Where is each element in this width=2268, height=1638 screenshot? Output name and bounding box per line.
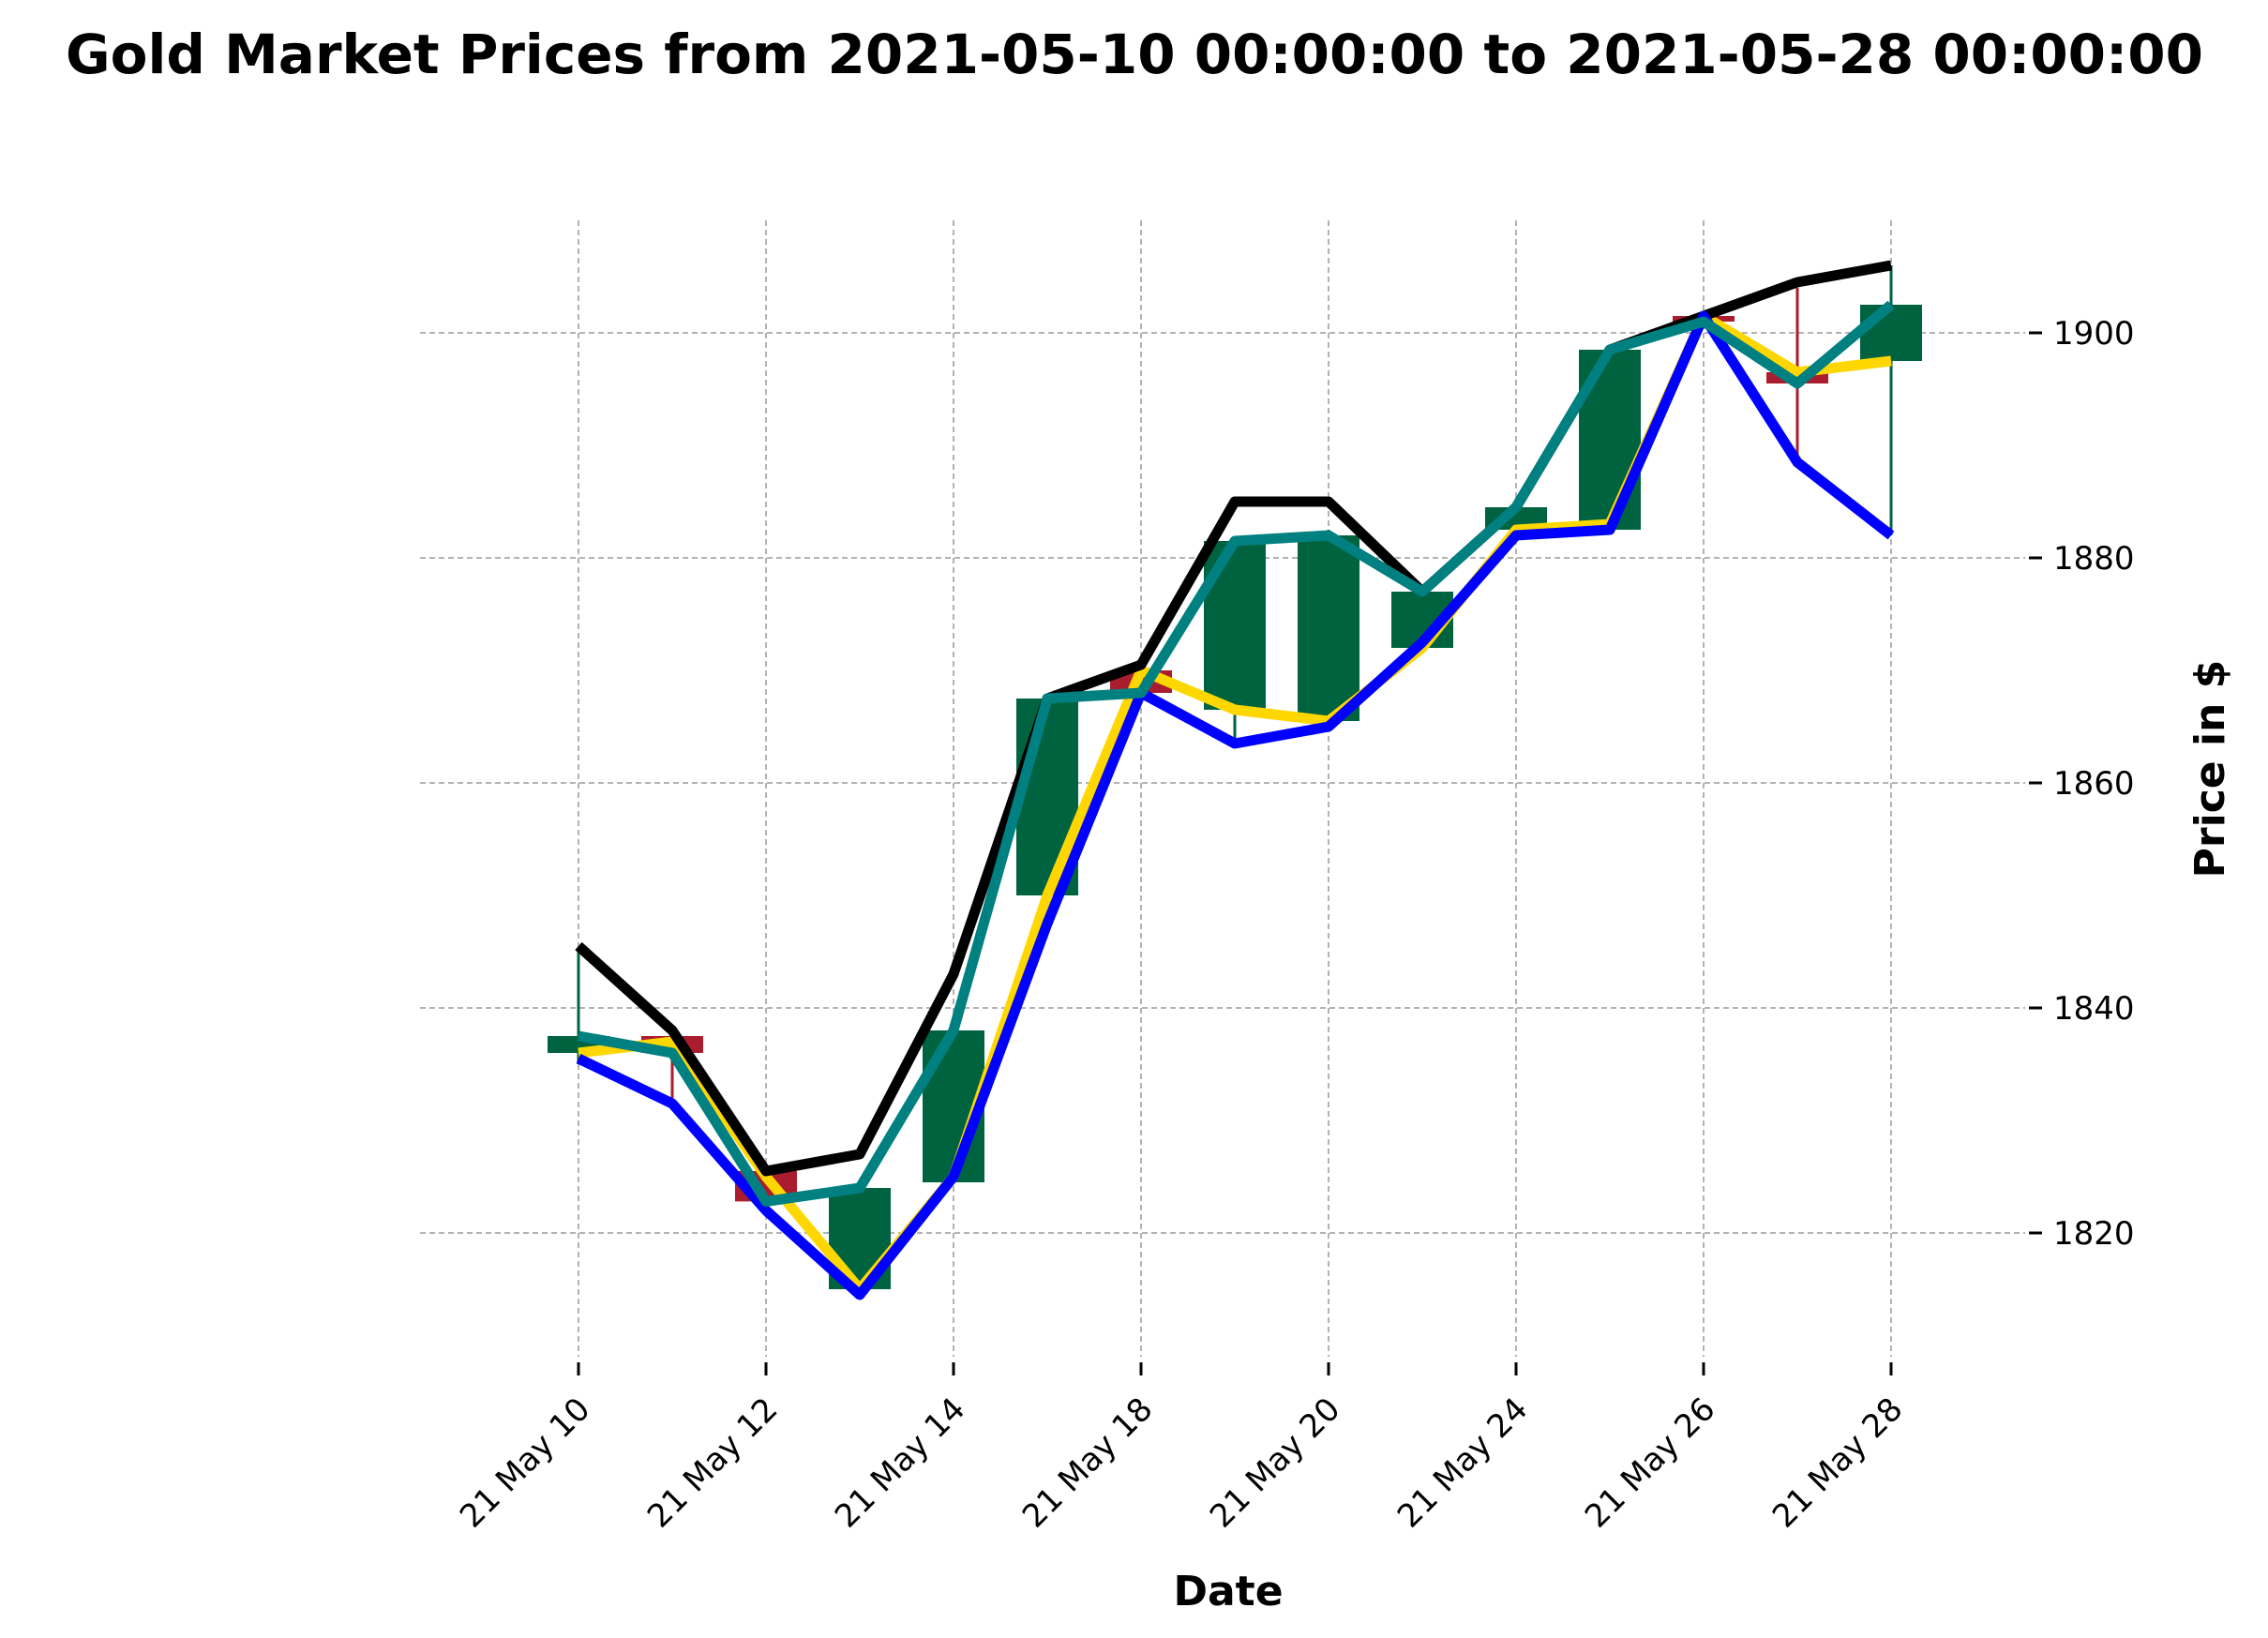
x-tick-label: 21 May 14 xyxy=(828,1390,972,1535)
y-tick-label: 1900 xyxy=(2053,315,2135,353)
x-tick-label: 21 May 18 xyxy=(1015,1390,1160,1535)
candle-body xyxy=(1298,535,1359,721)
candle-body xyxy=(1860,305,1922,361)
x-tick-label: 21 May 20 xyxy=(1203,1390,1347,1535)
x-tick-label: 21 May 28 xyxy=(1765,1390,1910,1535)
x-tick-label: 21 May 12 xyxy=(640,1390,785,1535)
series-line-4 xyxy=(578,300,1895,1207)
x-axis-label: Date xyxy=(1173,1568,1283,1615)
chart-title: Gold Market Prices from 2021-05-10 00:00… xyxy=(66,23,2203,86)
y-tick-label: 1880 xyxy=(2053,540,2135,578)
series-line-3 xyxy=(576,310,1895,1300)
y-tick-label: 1860 xyxy=(2053,765,2135,803)
indicator-lines xyxy=(575,260,1895,1300)
y-tick-label: 1820 xyxy=(2053,1215,2135,1253)
grid xyxy=(420,220,2025,1357)
x-tick-label: 21 May 10 xyxy=(453,1390,597,1535)
x-tick-label: 21 May 26 xyxy=(1578,1390,1722,1535)
candles xyxy=(548,265,1922,1295)
y-axis-label: Price in $ xyxy=(2186,660,2234,879)
series-line-1 xyxy=(578,310,1892,1295)
y-tick-label: 1840 xyxy=(2053,990,2135,1028)
x-tick-label: 21 May 24 xyxy=(1390,1390,1535,1535)
